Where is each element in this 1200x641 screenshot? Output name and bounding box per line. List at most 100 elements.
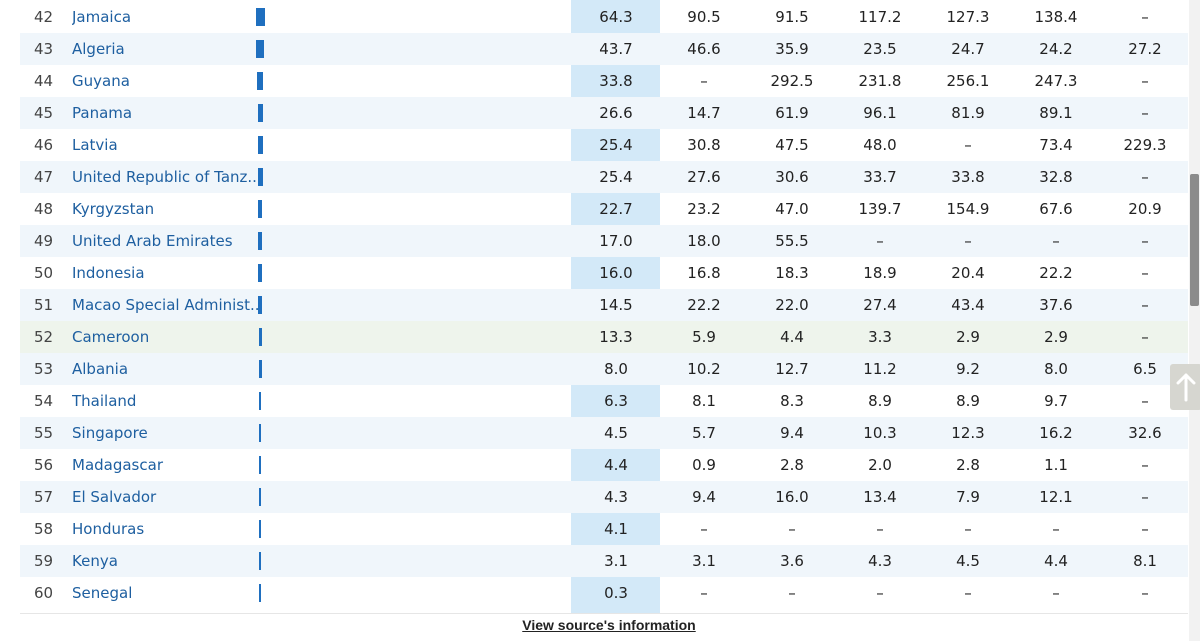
table-row[interactable]: 60 Senegal 0.3 – – – – – – — [20, 577, 1188, 609]
value-cell: – — [964, 136, 972, 154]
rank-cell: 57 — [34, 488, 54, 506]
value-cell: – — [788, 584, 796, 602]
value-cell: 10.2 — [687, 360, 721, 378]
value-bar — [258, 360, 262, 378]
table-row[interactable]: 52 Cameroon 13.3 5.9 4.4 3.3 2.9 2.9 – — [20, 321, 1188, 353]
value-cell: 20.4 — [951, 264, 985, 282]
rank-cell: 58 — [34, 520, 54, 538]
country-link[interactable]: Guyana — [72, 72, 130, 90]
value-cell: 30.6 — [775, 168, 809, 186]
rank-cell: 51 — [34, 296, 54, 314]
value-cell: 3.1 — [692, 552, 716, 570]
value-cell: 27.6 — [687, 168, 721, 186]
value-cell: 231.8 — [858, 72, 902, 90]
country-link[interactable]: Madagascar — [72, 456, 163, 474]
table-row[interactable]: 50 Indonesia 16.0 16.8 18.3 18.9 20.4 22.2 – — [20, 257, 1188, 289]
country-link[interactable]: Albania — [72, 360, 129, 378]
value-cell: 18.3 — [775, 264, 809, 282]
back-to-top-button[interactable] — [1170, 364, 1200, 410]
value-cell: 4.1 — [604, 520, 628, 538]
table-row[interactable]: 59 Kenya 3.1 3.1 3.6 4.3 4.5 4.4 8.1 — [20, 545, 1188, 577]
value-cell: 7.9 — [956, 488, 980, 506]
scrollbar-thumb[interactable] — [1190, 174, 1199, 306]
table-row[interactable]: 43 Algeria 43.7 46.6 35.9 23.5 24.7 24.2 27.2 — [20, 33, 1188, 65]
value-cell: 10.3 — [863, 424, 897, 442]
value-bar — [259, 584, 261, 602]
value-cell: 2.9 — [956, 328, 980, 346]
value-bar — [258, 264, 262, 282]
value-cell: 91.5 — [775, 8, 809, 26]
table-row[interactable]: 54 Thailand 6.3 8.1 8.3 8.9 8.9 9.7 – — [20, 385, 1188, 417]
value-cell: 5.9 — [692, 328, 716, 346]
value-bar — [259, 488, 261, 506]
table-row[interactable]: 45 Panama 26.6 14.7 61.9 96.1 81.9 89.1 – — [20, 97, 1188, 129]
value-cell: 33.8 — [599, 72, 633, 90]
value-cell: 12.1 — [1039, 488, 1073, 506]
value-cell: 9.4 — [780, 424, 804, 442]
value-cell: – — [1141, 488, 1149, 506]
value-cell: 6.5 — [1133, 360, 1157, 378]
value-cell: – — [964, 232, 972, 250]
value-cell: 64.3 — [599, 8, 633, 26]
table-row[interactable]: 49 United Arab Emirates 17.0 18.0 55.5 – – – – — [20, 225, 1188, 257]
value-bar — [259, 424, 261, 442]
value-cell: 32.6 — [1128, 424, 1162, 442]
arrow-up-icon — [1176, 373, 1196, 402]
country-link[interactable]: Algeria — [72, 40, 125, 58]
table-row[interactable]: 44 Guyana 33.8 – 292.5 231.8 256.1 247.3 – — [20, 65, 1188, 97]
table-row[interactable]: 57 El Salvador 4.3 9.4 16.0 13.4 7.9 12.1 – — [20, 481, 1188, 513]
table-row[interactable]: 42 Jamaica 64.3 90.5 91.5 117.2 127.3 138.4 – — [20, 1, 1188, 33]
table-row[interactable]: 47 United Republic of Tanz... 25.4 27.6 30.6… — [20, 161, 1188, 193]
scrollbar-track[interactable] — [1189, 0, 1200, 641]
value-cell: 33.7 — [863, 168, 897, 186]
value-cell: 16.0 — [775, 488, 809, 506]
rank-cell: 42 — [34, 8, 54, 26]
value-cell: 8.1 — [1133, 552, 1157, 570]
value-bar — [256, 40, 264, 58]
country-link[interactable]: Macao Special Administ... — [72, 296, 258, 314]
table-row[interactable]: 48 Kyrgyzstan 22.7 23.2 47.0 139.7 154.9 67.6 20… — [20, 193, 1188, 225]
value-cell: 89.1 — [1039, 104, 1073, 122]
value-bar — [258, 328, 262, 346]
country-link[interactable]: United Arab Emirates — [72, 232, 233, 250]
value-cell: 4.5 — [956, 552, 980, 570]
rank-cell: 59 — [34, 552, 54, 570]
country-link[interactable]: Cameroon — [72, 328, 150, 346]
country-link[interactable]: Indonesia — [72, 264, 145, 282]
value-cell: 5.7 — [692, 424, 716, 442]
value-cell: 18.0 — [687, 232, 721, 250]
country-link[interactable]: Kenya — [72, 552, 118, 570]
country-link[interactable]: Thailand — [72, 392, 137, 410]
value-cell: 23.2 — [687, 200, 721, 218]
value-cell: 46.6 — [687, 40, 721, 58]
data-table: 42 Jamaica 64.3 90.5 91.5 117.2 127.3 138.4 – 43 A… — [20, 1, 1188, 609]
country-link[interactable]: Singapore — [72, 424, 148, 442]
rank-cell: 55 — [34, 424, 54, 442]
value-cell: 67.6 — [1039, 200, 1073, 218]
country-link[interactable]: Honduras — [72, 520, 145, 538]
country-link[interactable]: United Republic of Tanz... — [72, 168, 258, 186]
table-row[interactable]: 55 Singapore 4.5 5.7 9.4 10.3 12.3 16.2 32.6 — [20, 417, 1188, 449]
table-row[interactable]: 51 Macao Special Administ... 14.5 22.2 22.0 2… — [20, 289, 1188, 321]
table-row[interactable]: 53 Albania 8.0 10.2 12.7 11.2 9.2 8.0 6.5 — [20, 353, 1188, 385]
country-link[interactable]: Kyrgyzstan — [72, 200, 155, 218]
country-link[interactable]: Panama — [72, 104, 133, 122]
value-cell: 73.4 — [1039, 136, 1073, 154]
value-cell: 4.5 — [604, 424, 628, 442]
country-link[interactable]: Latvia — [72, 136, 118, 154]
value-cell: 4.3 — [868, 552, 892, 570]
value-bar — [258, 200, 262, 218]
country-link[interactable]: Senegal — [72, 584, 133, 602]
country-link[interactable]: Jamaica — [72, 8, 132, 26]
view-source-link[interactable]: View source's information — [522, 617, 696, 633]
table-row[interactable]: 56 Madagascar 4.4 0.9 2.8 2.0 2.8 1.1 – — [20, 449, 1188, 481]
table-row[interactable]: 58 Honduras 4.1 – – – – – – — [20, 513, 1188, 545]
table-row[interactable]: 46 Latvia 25.4 30.8 47.5 48.0 – 73.4 229.3 — [20, 129, 1188, 161]
value-cell: 117.2 — [858, 8, 902, 26]
rank-cell: 60 — [34, 584, 54, 602]
country-link[interactable]: El Salvador — [72, 488, 157, 506]
value-cell: 43.7 — [599, 40, 633, 58]
value-cell: 14.7 — [687, 104, 721, 122]
value-cell: 13.3 — [599, 328, 633, 346]
value-cell: 9.2 — [956, 360, 980, 378]
